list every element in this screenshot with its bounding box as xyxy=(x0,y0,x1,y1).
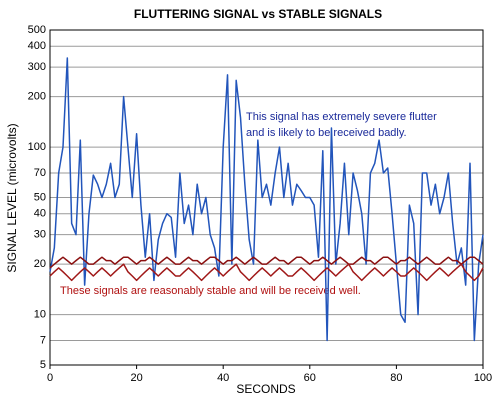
annotation: These signals are reasonably stable and … xyxy=(60,285,361,297)
y-tick-label: 400 xyxy=(28,40,46,52)
y-tick-label: 300 xyxy=(28,61,46,73)
annotation: and is likely to be received badly. xyxy=(246,127,407,139)
y-tick-label: 70 xyxy=(34,167,46,179)
series-line xyxy=(49,57,484,342)
x-tick-label: 20 xyxy=(130,372,142,384)
x-tick-label: 80 xyxy=(390,372,402,384)
chart-title: FLUTTERING SIGNAL vs STABLE SIGNALS xyxy=(134,7,382,21)
y-tick-label: 100 xyxy=(28,141,46,153)
y-tick-label: 5 xyxy=(40,359,46,371)
y-tick-label: 30 xyxy=(34,229,46,241)
y-tick-label: 40 xyxy=(34,208,46,220)
y-tick-label: 500 xyxy=(28,24,46,36)
y-tick-label: 10 xyxy=(34,308,46,320)
annotation: This signal has extremely severe flutter xyxy=(246,111,437,123)
y-axis-label: SIGNAL LEVEL (microvolts) xyxy=(5,123,19,272)
series-line xyxy=(49,263,484,282)
x-axis-label: SECONDS xyxy=(236,382,295,396)
series-line xyxy=(49,256,484,269)
plot-frame xyxy=(49,29,484,366)
y-tick-label: 20 xyxy=(34,258,46,270)
y-tick-label: 200 xyxy=(28,91,46,103)
x-tick-label: 60 xyxy=(304,372,316,384)
x-tick-label: 0 xyxy=(47,372,53,384)
y-tick-label: 7 xyxy=(40,334,46,346)
x-tick-label: 40 xyxy=(217,372,229,384)
y-tick-label: 50 xyxy=(34,191,46,203)
x-tick-label: 100 xyxy=(474,372,492,384)
